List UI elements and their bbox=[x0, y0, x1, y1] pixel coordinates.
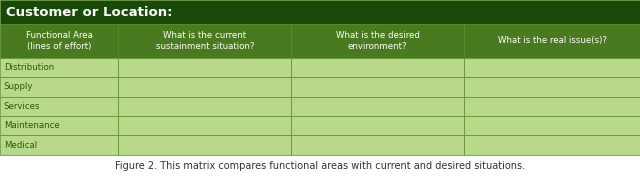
Bar bbox=[0, 97, 118, 116]
Bar bbox=[118, 77, 291, 97]
Text: What is the real issue(s)?: What is the real issue(s)? bbox=[497, 36, 607, 45]
Text: Supply: Supply bbox=[4, 82, 33, 91]
Bar bbox=[118, 135, 291, 155]
Bar bbox=[291, 97, 464, 116]
Text: Distribution: Distribution bbox=[4, 63, 54, 72]
Bar bbox=[464, 77, 640, 97]
Bar bbox=[0, 58, 118, 77]
Bar bbox=[291, 58, 464, 77]
Bar bbox=[118, 24, 291, 58]
Bar bbox=[464, 58, 640, 77]
Bar bbox=[291, 135, 464, 155]
Bar bbox=[464, 97, 640, 116]
Text: What is the current
sustainment situation?: What is the current sustainment situatio… bbox=[156, 31, 254, 51]
Bar bbox=[0, 135, 118, 155]
Bar bbox=[118, 116, 291, 135]
Bar bbox=[0, 0, 640, 24]
Bar bbox=[0, 24, 118, 58]
Text: Maintenance: Maintenance bbox=[4, 121, 60, 130]
Bar bbox=[464, 116, 640, 135]
Bar bbox=[0, 77, 118, 97]
Bar bbox=[291, 77, 464, 97]
Bar bbox=[464, 135, 640, 155]
Text: What is the desired
environment?: What is the desired environment? bbox=[335, 31, 420, 51]
Bar bbox=[118, 58, 291, 77]
Bar bbox=[0, 116, 118, 135]
Text: Customer or Location:: Customer or Location: bbox=[6, 6, 173, 19]
Text: Services: Services bbox=[4, 102, 40, 111]
Bar bbox=[291, 24, 464, 58]
Bar bbox=[291, 116, 464, 135]
Bar bbox=[464, 24, 640, 58]
Text: Functional Area
(lines of effort): Functional Area (lines of effort) bbox=[26, 31, 93, 51]
Text: Figure 2. This matrix compares functional areas with current and desired situati: Figure 2. This matrix compares functiona… bbox=[115, 161, 525, 171]
Text: Medical: Medical bbox=[4, 141, 37, 150]
Bar bbox=[118, 97, 291, 116]
